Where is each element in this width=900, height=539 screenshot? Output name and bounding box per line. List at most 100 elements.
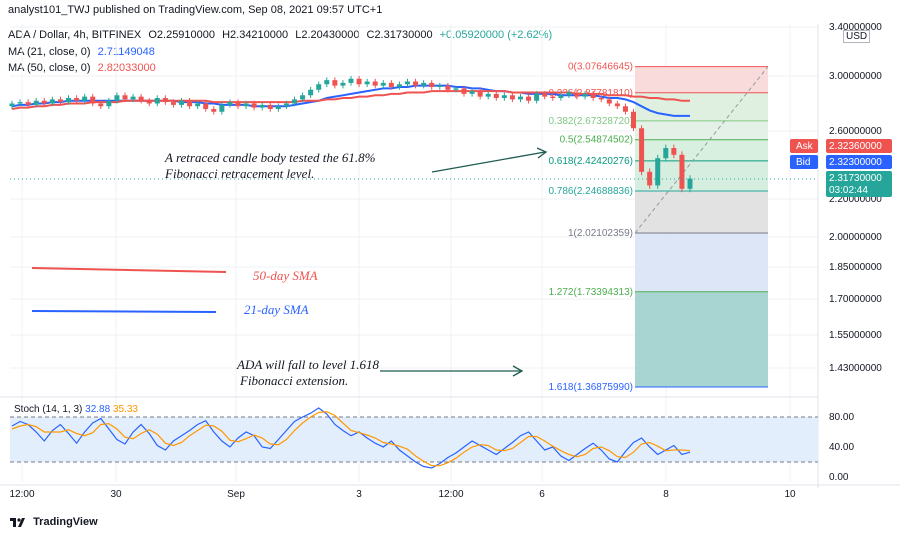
fall-arrowhead: [512, 365, 524, 377]
price-axis[interactable]: 3.40000000 3.00000000 2.60000000 2.20000000…: [817, 22, 882, 488]
candle-body: [534, 93, 540, 101]
candle-body: [348, 78, 354, 83]
chart-header: analyst101_TWJ published on TradingView.…: [0, 0, 900, 24]
candle-body: [308, 89, 314, 96]
time-tick-label: 8: [663, 489, 669, 500]
candle-body: [82, 96, 88, 101]
fib-level-label: 0.618(2.42420276): [548, 156, 633, 167]
time-tick-label: 12:00: [438, 489, 463, 500]
footer-brand[interactable]: TradingView: [10, 516, 98, 528]
candle-body: [574, 92, 580, 97]
fib-level-label: 1.618(1.36875990): [548, 382, 633, 393]
candle-body: [324, 80, 330, 85]
bid-badge-bg: [826, 155, 892, 169]
time-tick-label: 3: [356, 489, 362, 500]
fall-annotation-line2: Fibonacci extension.: [239, 373, 348, 388]
time-tick-label: 12:00: [9, 489, 34, 500]
candle-body: [421, 82, 427, 86]
fib-zone: [635, 120, 768, 140]
candle-body: [275, 106, 281, 109]
candle-body: [235, 102, 241, 107]
candles: [9, 76, 818, 193]
stoch-d-value: 35.33: [112, 404, 138, 415]
candle-body: [614, 103, 620, 107]
candle-body: [259, 104, 265, 108]
retrace-annotation-line1: A retraced candle body tested the 61.8%: [164, 150, 376, 165]
candle-body: [162, 98, 168, 103]
candle-body: [477, 91, 483, 97]
candle-body: [663, 148, 669, 159]
candle-body: [300, 95, 306, 100]
candle-body: [146, 100, 152, 104]
ask-badge-bg: [826, 139, 892, 153]
candle-body: [566, 92, 572, 96]
candle-body: [590, 93, 596, 98]
sma50-annotation: 50-day SMA: [253, 268, 318, 283]
low-value: L2.20430000: [295, 29, 360, 41]
candle-body: [445, 85, 451, 90]
candle-body: [138, 96, 144, 101]
ma50-legend[interactable]: MA (50, close, 0) 2.82033000: [8, 62, 160, 74]
publisher-text: analyst101_TWJ published on TradingView.…: [8, 4, 383, 16]
fib-zone: [635, 291, 768, 387]
fib-level-label: 0.382(2.67328720): [548, 116, 633, 127]
candle-body: [179, 100, 184, 105]
price-tick-label: 1.70000000: [829, 294, 882, 305]
candle-body: [267, 104, 273, 109]
symbol-label: ADA / Dollar, 4h, BITFINEX: [8, 29, 142, 41]
candle-body: [550, 96, 556, 98]
bid-label-text: Bid: [796, 157, 810, 168]
time-tick-label: Sep: [227, 489, 245, 500]
candle-body: [211, 109, 217, 112]
candle-body: [340, 82, 346, 86]
candle-body: [332, 80, 338, 86]
stoch-k-line: [11, 407, 691, 469]
close-value: C2.31730000: [366, 29, 433, 41]
candle-body: [364, 81, 370, 85]
candle-body: [122, 95, 128, 100]
fall-annotation-line1: ADA will fall to level 1.618: [236, 357, 380, 372]
ma50-value: 2.82033000: [97, 62, 156, 74]
tradingview-logo-icon: [10, 518, 25, 528]
candle-body: [622, 106, 628, 112]
ma21-legend[interactable]: MA (21, close, 0) 2.71149048: [8, 46, 159, 58]
candle-body: [429, 82, 435, 87]
bid-label-bg: [790, 155, 818, 169]
stoch-k-value: 32.88: [85, 404, 111, 415]
candle-body: [57, 99, 63, 103]
ask-badge-text: 2.32360000: [829, 141, 882, 152]
candle-body: [396, 84, 402, 87]
candle-body: [493, 93, 499, 98]
retrace-arrowhead: [536, 147, 548, 159]
candle-body: [187, 100, 193, 107]
price-tick-label: 1.55000000: [829, 330, 882, 341]
fib-zone: [635, 233, 768, 292]
time-axis[interactable]: 12:00 30 Sep 3 12:00 6 8 10: [0, 396, 900, 500]
candle-body: [639, 128, 645, 172]
fib-level-label: 1(2.02102359): [568, 228, 633, 239]
candle-body: [292, 99, 297, 104]
candle-body: [461, 88, 467, 94]
price-tick-label: 2.60000000: [829, 126, 882, 137]
candle-body: [388, 82, 394, 87]
stoch-label: Stoch (14, 1, 3): [14, 404, 83, 415]
sma21-legend-line: [31, 310, 217, 313]
footer-brand-label: TradingView: [33, 516, 98, 528]
high-value: H2.34210000: [222, 29, 289, 41]
candle-body: [25, 102, 31, 105]
price-tick-label: 2.00000000: [829, 232, 882, 243]
candle-body: [485, 93, 491, 97]
candle-body: [316, 84, 322, 90]
candle-body: [526, 96, 532, 101]
currency-label[interactable]: USD: [843, 30, 871, 43]
ma21-label: MA (21, close, 0): [8, 46, 91, 58]
annotations: A retraced candle body tested the 61.8% …: [31, 147, 548, 388]
candle-body: [647, 171, 653, 186]
sma50-legend-line: [31, 267, 227, 273]
fibonacci-tool[interactable]: 0(3.07646645)0.236(2.87781810)0.382(2.67…: [548, 62, 769, 393]
candle-body: [582, 93, 588, 97]
stoch-legend[interactable]: Stoch (14, 1, 3) 32.88 35.33: [14, 404, 138, 415]
candle-body: [380, 82, 386, 86]
price-badges: Ask 2.32360000 Bid 2.32300000 2.3173000003:0…: [790, 139, 892, 197]
